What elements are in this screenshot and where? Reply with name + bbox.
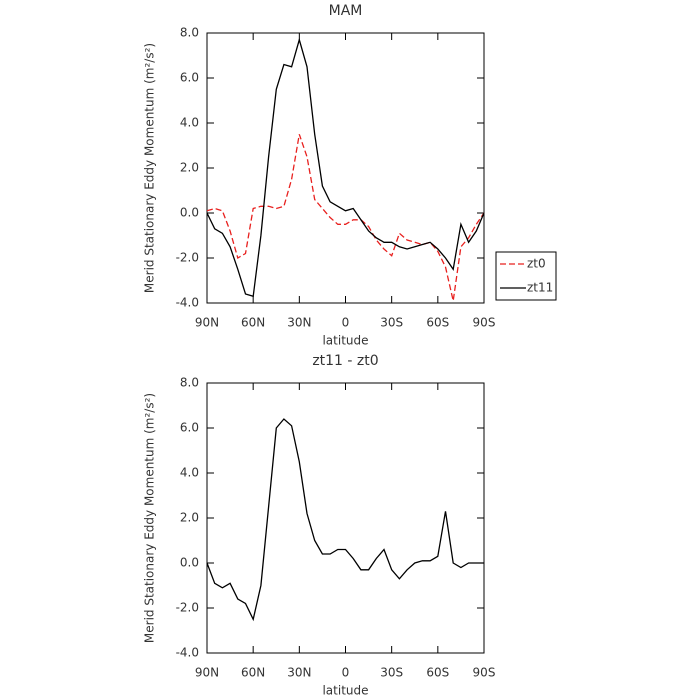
y-tick-label: 0.0	[180, 556, 199, 570]
x-tick-label: 90S	[473, 666, 496, 680]
chart-title: zt11 - zt0	[312, 353, 378, 369]
x-tick-label: 30N	[287, 316, 311, 330]
chart-title: MAM	[329, 3, 363, 19]
x-tick-label: 90S	[473, 316, 496, 330]
x-tick-label: 60S	[426, 316, 449, 330]
x-tick-label: 60N	[241, 666, 265, 680]
legend-label: zt11	[527, 281, 553, 295]
x-tick-label: 90N	[195, 666, 219, 680]
plot-frame	[206, 382, 485, 654]
y-tick-label: -2.0	[176, 601, 199, 615]
y-tick-label: 4.0	[180, 116, 199, 130]
y-tick-label: 6.0	[180, 71, 199, 85]
y-tick-label: -2.0	[176, 251, 199, 265]
y-tick-label: 2.0	[180, 161, 199, 175]
y-tick-label: -4.0	[176, 646, 199, 660]
x-tick-label: 0	[342, 316, 350, 330]
y-axis-label: Merid Stationary Eddy Momentum (m²/s²)	[143, 43, 157, 293]
data-line	[206, 418, 484, 622]
x-tick-label: 30S	[380, 666, 403, 680]
x-tick-label: 90N	[195, 316, 219, 330]
y-tick-label: 2.0	[180, 511, 199, 525]
legend-box	[495, 251, 557, 301]
y-axis-label: Merid Stationary Eddy Momentum (m²/s²)	[143, 393, 157, 643]
data-line	[206, 37, 485, 298]
y-tick-label: 6.0	[180, 421, 199, 435]
plot-frame	[206, 32, 485, 304]
x-tick-label: 60S	[426, 666, 449, 680]
y-tick-label: 8.0	[180, 376, 199, 390]
y-tick-label: 4.0	[180, 466, 199, 480]
x-tick-label: 60N	[241, 316, 265, 330]
x-tick-label: 0	[342, 666, 350, 680]
y-tick-label: -4.0	[176, 296, 199, 310]
y-tick-label: 8.0	[180, 26, 199, 40]
x-tick-label: 30S	[380, 316, 403, 330]
data-line	[206, 134, 485, 301]
x-tick-label: 30N	[287, 666, 311, 680]
x-axis-label: latitude	[322, 334, 368, 348]
y-tick-label: 0.0	[180, 206, 199, 220]
x-axis-label: latitude	[322, 684, 368, 698]
legend-label: zt0	[527, 257, 546, 271]
